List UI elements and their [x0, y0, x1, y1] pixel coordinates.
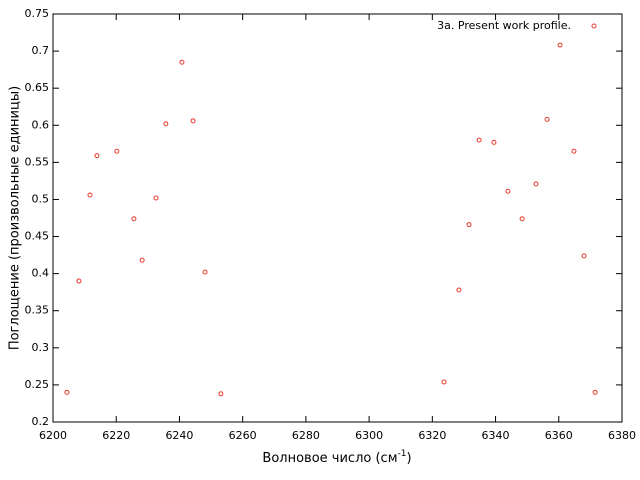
- y-tick-label: 0.2: [32, 415, 50, 428]
- x-tick-label: 6240: [165, 429, 193, 442]
- y-tick-label: 0.4: [32, 267, 50, 280]
- point: [131, 216, 137, 222]
- point: [533, 181, 539, 187]
- point: [94, 153, 100, 159]
- x-tick-label: 6280: [292, 429, 320, 442]
- point: [571, 148, 577, 154]
- point: [87, 192, 93, 198]
- y-tick-label: 0.3: [32, 341, 50, 354]
- x-axis-title-text: Волновое число (см: [262, 451, 397, 466]
- point: [64, 389, 70, 395]
- y-tick-label: 0.65: [25, 81, 50, 94]
- x-axis-title-sup: -1: [398, 449, 407, 459]
- x-tick-label: 6260: [229, 429, 257, 442]
- point: [163, 121, 169, 127]
- x-tick-label: 6360: [545, 429, 573, 442]
- point: [519, 216, 525, 222]
- x-tick-label: 6340: [482, 429, 510, 442]
- legend-marker: [591, 23, 597, 29]
- x-axis-title-end: ): [406, 451, 411, 466]
- x-tick-label: 6380: [608, 429, 636, 442]
- point: [456, 287, 462, 293]
- point: [544, 116, 550, 122]
- point: [179, 59, 185, 65]
- y-tick-label: 0.55: [25, 155, 50, 168]
- point: [218, 391, 224, 397]
- legend-label: 3a. Present work profile.: [437, 19, 571, 32]
- y-tick-label: 0.75: [25, 7, 50, 20]
- x-axis-title: Волновое число (см-1): [262, 449, 411, 466]
- point: [466, 222, 472, 228]
- point: [491, 139, 497, 145]
- point: [202, 269, 208, 275]
- point: [441, 379, 447, 385]
- x-tick-label: 6200: [39, 429, 67, 442]
- y-tick-label: 0.45: [25, 230, 50, 243]
- point: [476, 137, 482, 143]
- point: [505, 188, 511, 194]
- point: [557, 42, 563, 48]
- y-tick-label: 0.25: [25, 378, 50, 391]
- point: [592, 389, 598, 395]
- y-tick-label: 0.35: [25, 304, 50, 317]
- point: [114, 148, 120, 154]
- x-tick-label: 6220: [102, 429, 130, 442]
- point: [76, 278, 82, 284]
- y-axis-title: Поглощение (произвольные единицы): [8, 86, 23, 350]
- x-tick-label: 6320: [418, 429, 446, 442]
- point: [190, 118, 196, 124]
- point: [139, 257, 145, 263]
- y-tick-label: 0.6: [32, 118, 50, 131]
- point: [581, 253, 587, 259]
- x-tick-label: 6300: [355, 429, 383, 442]
- point: [153, 195, 159, 201]
- y-tick-label: 0.5: [32, 192, 50, 205]
- plot-border: [52, 13, 623, 423]
- y-tick-label: 0.7: [32, 44, 50, 57]
